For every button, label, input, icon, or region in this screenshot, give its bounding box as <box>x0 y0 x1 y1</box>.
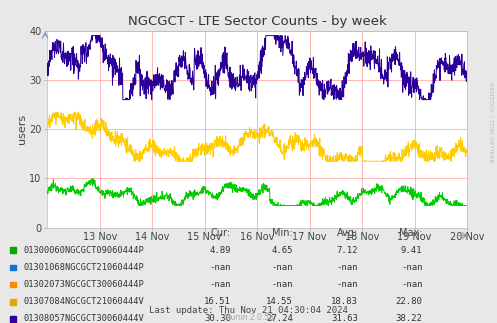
Text: Avg:: Avg: <box>336 228 358 238</box>
Y-axis label: users: users <box>16 114 26 144</box>
Text: 01302073NGCGCT30060444P: 01302073NGCGCT30060444P <box>24 280 145 289</box>
Text: -nan: -nan <box>272 280 293 289</box>
Text: 38.22: 38.22 <box>396 314 422 323</box>
Text: Max:: Max: <box>399 228 422 238</box>
Text: 01307084NGCGCT21060444V: 01307084NGCGCT21060444V <box>24 297 145 306</box>
Text: -nan: -nan <box>401 263 422 272</box>
Text: Munin 2.0.56: Munin 2.0.56 <box>224 313 273 322</box>
Text: -nan: -nan <box>272 263 293 272</box>
Title: NGCGCT - LTE Sector Counts - by week: NGCGCT - LTE Sector Counts - by week <box>128 15 387 28</box>
Text: RRDTOOL / TOBI OETIKER: RRDTOOL / TOBI OETIKER <box>489 82 494 163</box>
Text: 7.12: 7.12 <box>336 246 358 255</box>
Text: 4.89: 4.89 <box>210 246 231 255</box>
Text: -nan: -nan <box>401 280 422 289</box>
Text: -nan: -nan <box>210 263 231 272</box>
Text: 18.83: 18.83 <box>331 297 358 306</box>
Text: -nan: -nan <box>210 280 231 289</box>
Text: 01301068NGCGCT21060444P: 01301068NGCGCT21060444P <box>24 263 145 272</box>
Text: 4.65: 4.65 <box>272 246 293 255</box>
Text: Min:: Min: <box>272 228 293 238</box>
Text: 16.51: 16.51 <box>204 297 231 306</box>
Text: 27.24: 27.24 <box>266 314 293 323</box>
Text: -nan: -nan <box>336 280 358 289</box>
Text: Cur:: Cur: <box>211 228 231 238</box>
Text: 31.63: 31.63 <box>331 314 358 323</box>
Text: 01300060NGCGCT09060444P: 01300060NGCGCT09060444P <box>24 246 145 255</box>
Text: 01308057NGCGCT30060444V: 01308057NGCGCT30060444V <box>24 314 145 323</box>
Text: 14.55: 14.55 <box>266 297 293 306</box>
Text: 22.80: 22.80 <box>396 297 422 306</box>
Text: 30.30: 30.30 <box>204 314 231 323</box>
Text: -nan: -nan <box>336 263 358 272</box>
Text: 9.41: 9.41 <box>401 246 422 255</box>
Text: Last update: Thu Nov 21 04:30:04 2024: Last update: Thu Nov 21 04:30:04 2024 <box>149 306 348 315</box>
